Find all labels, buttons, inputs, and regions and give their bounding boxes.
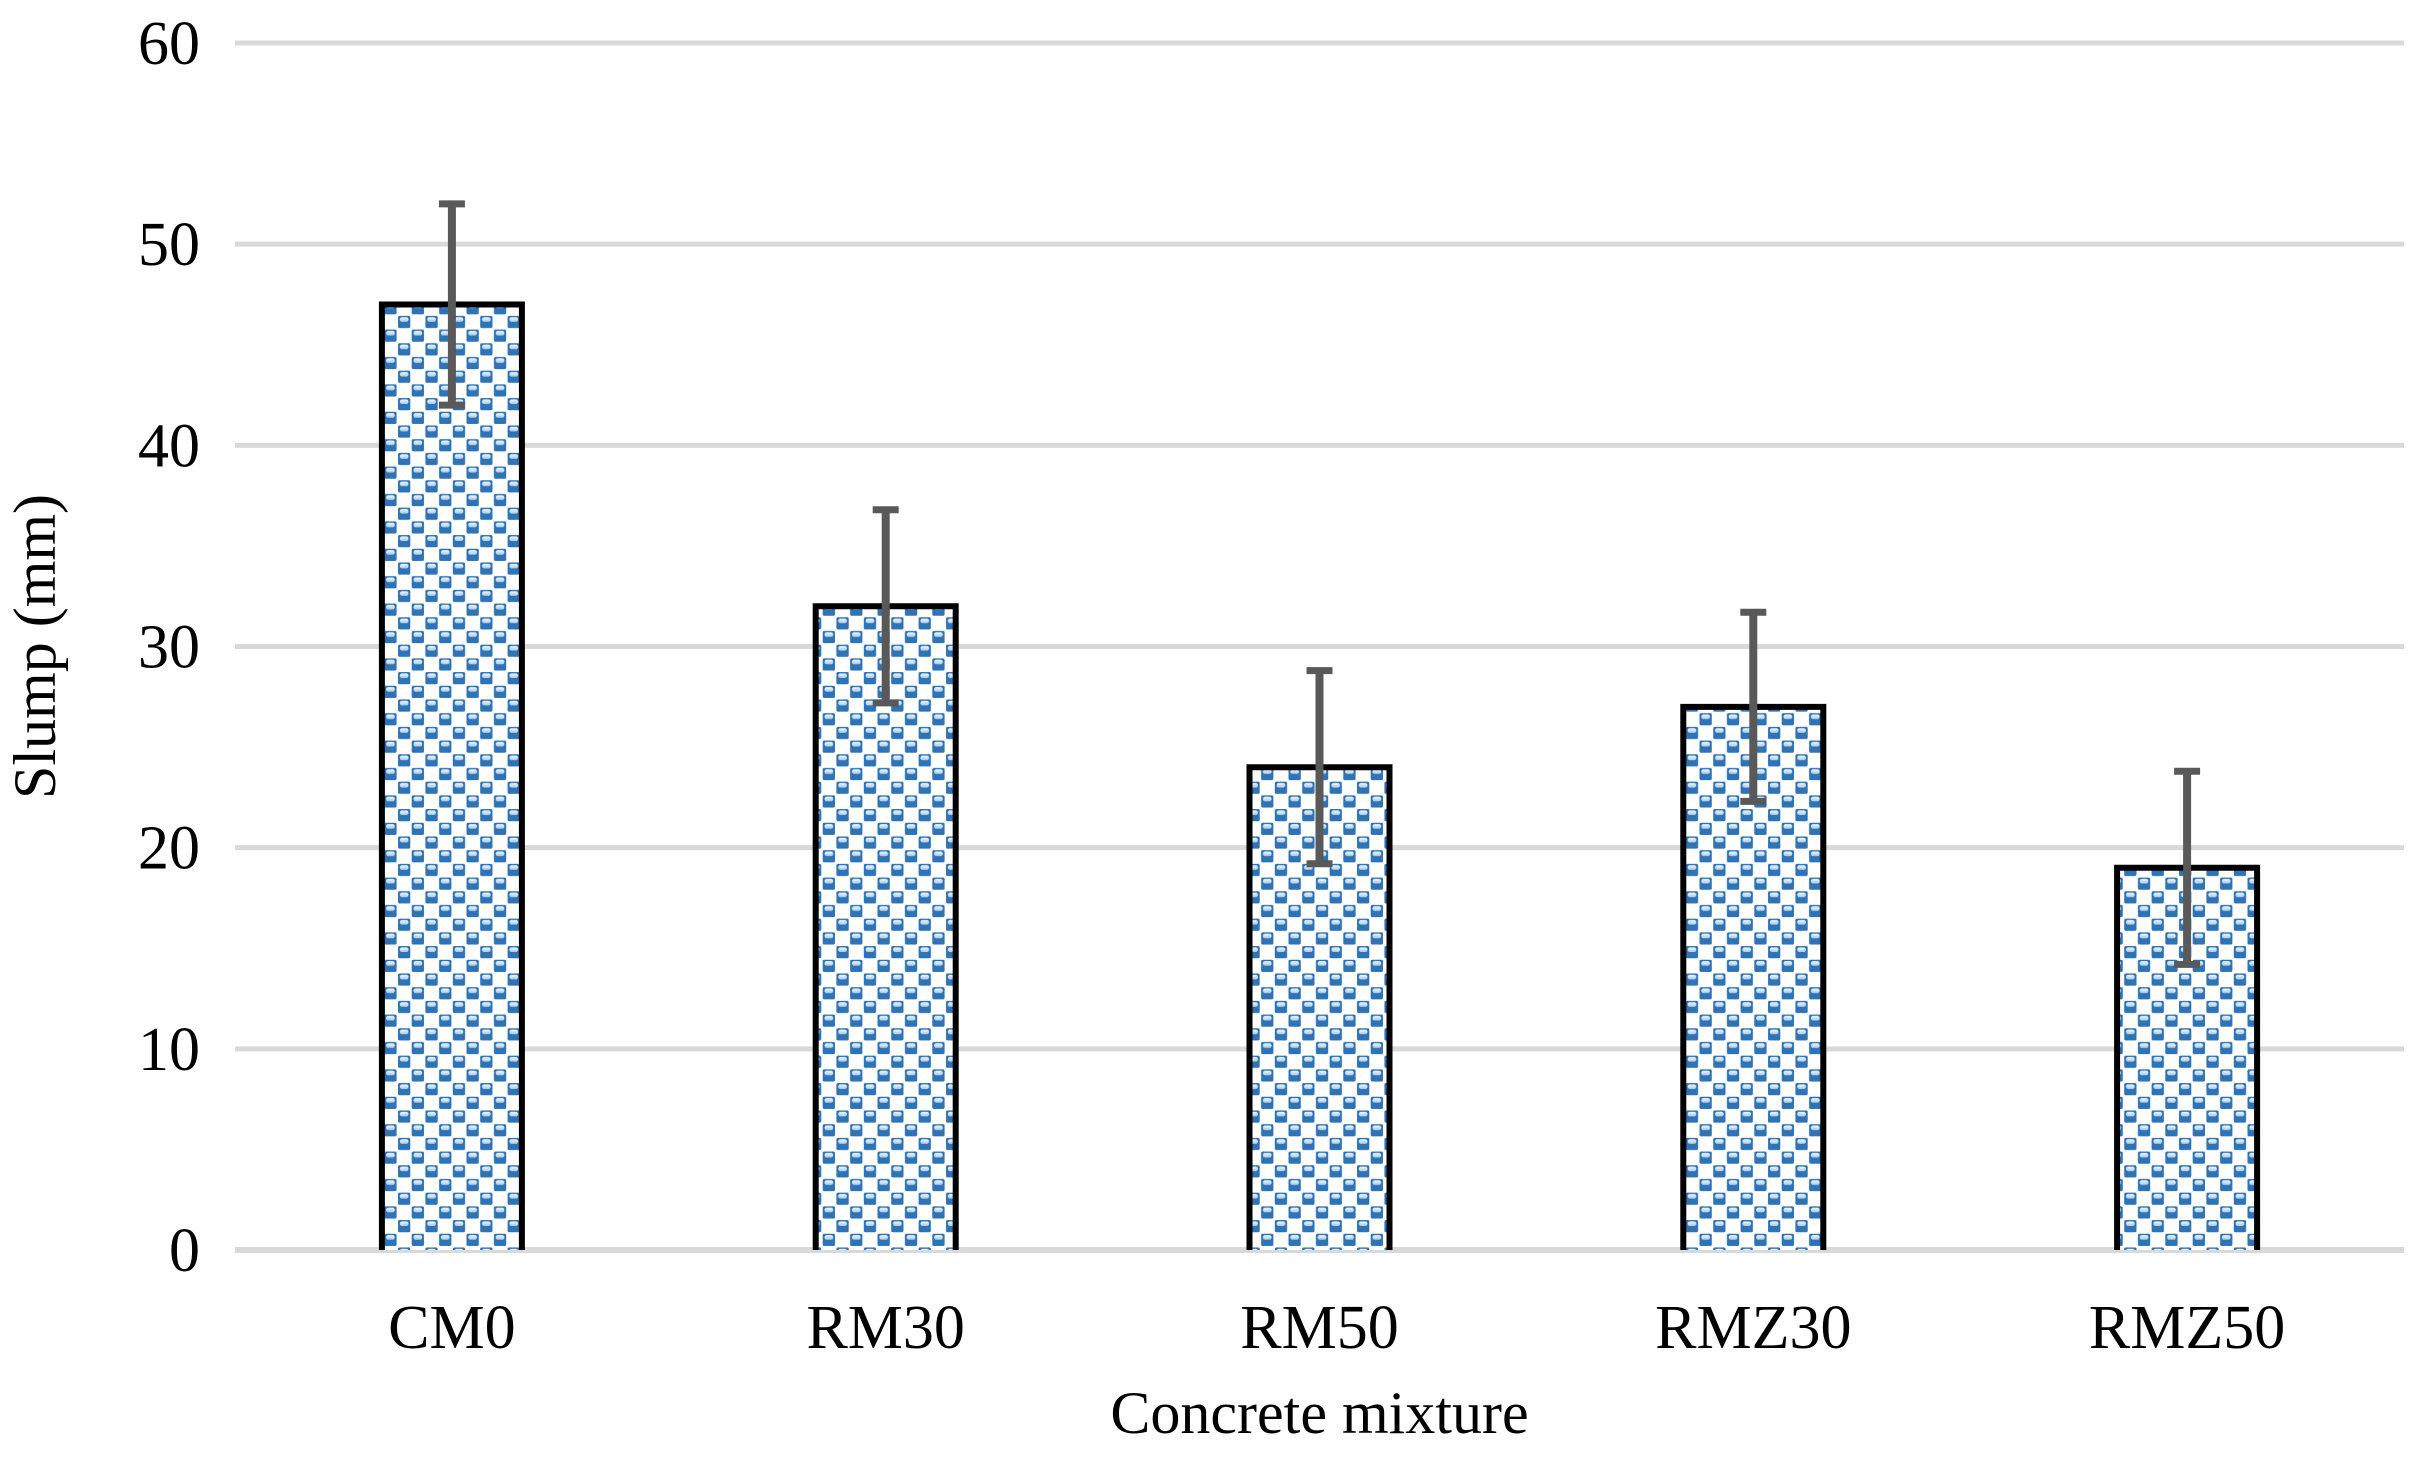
y-tick-label-30: 30 xyxy=(138,614,200,682)
y-tick-labels: 0 10 20 30 40 50 60 xyxy=(138,10,200,1285)
error-bars xyxy=(438,200,2201,968)
y-tick-label-0: 0 xyxy=(169,1217,200,1285)
y-tick-label-60: 60 xyxy=(138,10,200,78)
y-tick-label-50: 50 xyxy=(138,211,200,279)
gridlines xyxy=(235,40,2404,1253)
y-tick-label-10: 10 xyxy=(138,1016,200,1084)
bars xyxy=(378,301,2261,1250)
category-label-RMZ50: RMZ50 xyxy=(2089,1294,2285,1362)
category-label-RM30: RM30 xyxy=(806,1294,964,1362)
y-tick-label-40: 40 xyxy=(138,412,200,480)
y-axis-title: Slump (mm) xyxy=(2,494,68,799)
bar-CM0 xyxy=(381,304,522,1250)
y-tick-label-20: 20 xyxy=(138,815,200,883)
category-label-CM0: CM0 xyxy=(388,1294,515,1362)
category-label-RM50: RM50 xyxy=(1240,1294,1398,1362)
category-label-RMZ30: RMZ30 xyxy=(1655,1294,1851,1362)
category-labels: CM0 RM30 RM50 RMZ30 RMZ50 xyxy=(388,1294,2285,1362)
bar-RM30 xyxy=(815,606,956,1250)
x-axis-title: Concrete mixture xyxy=(1110,1380,1528,1446)
